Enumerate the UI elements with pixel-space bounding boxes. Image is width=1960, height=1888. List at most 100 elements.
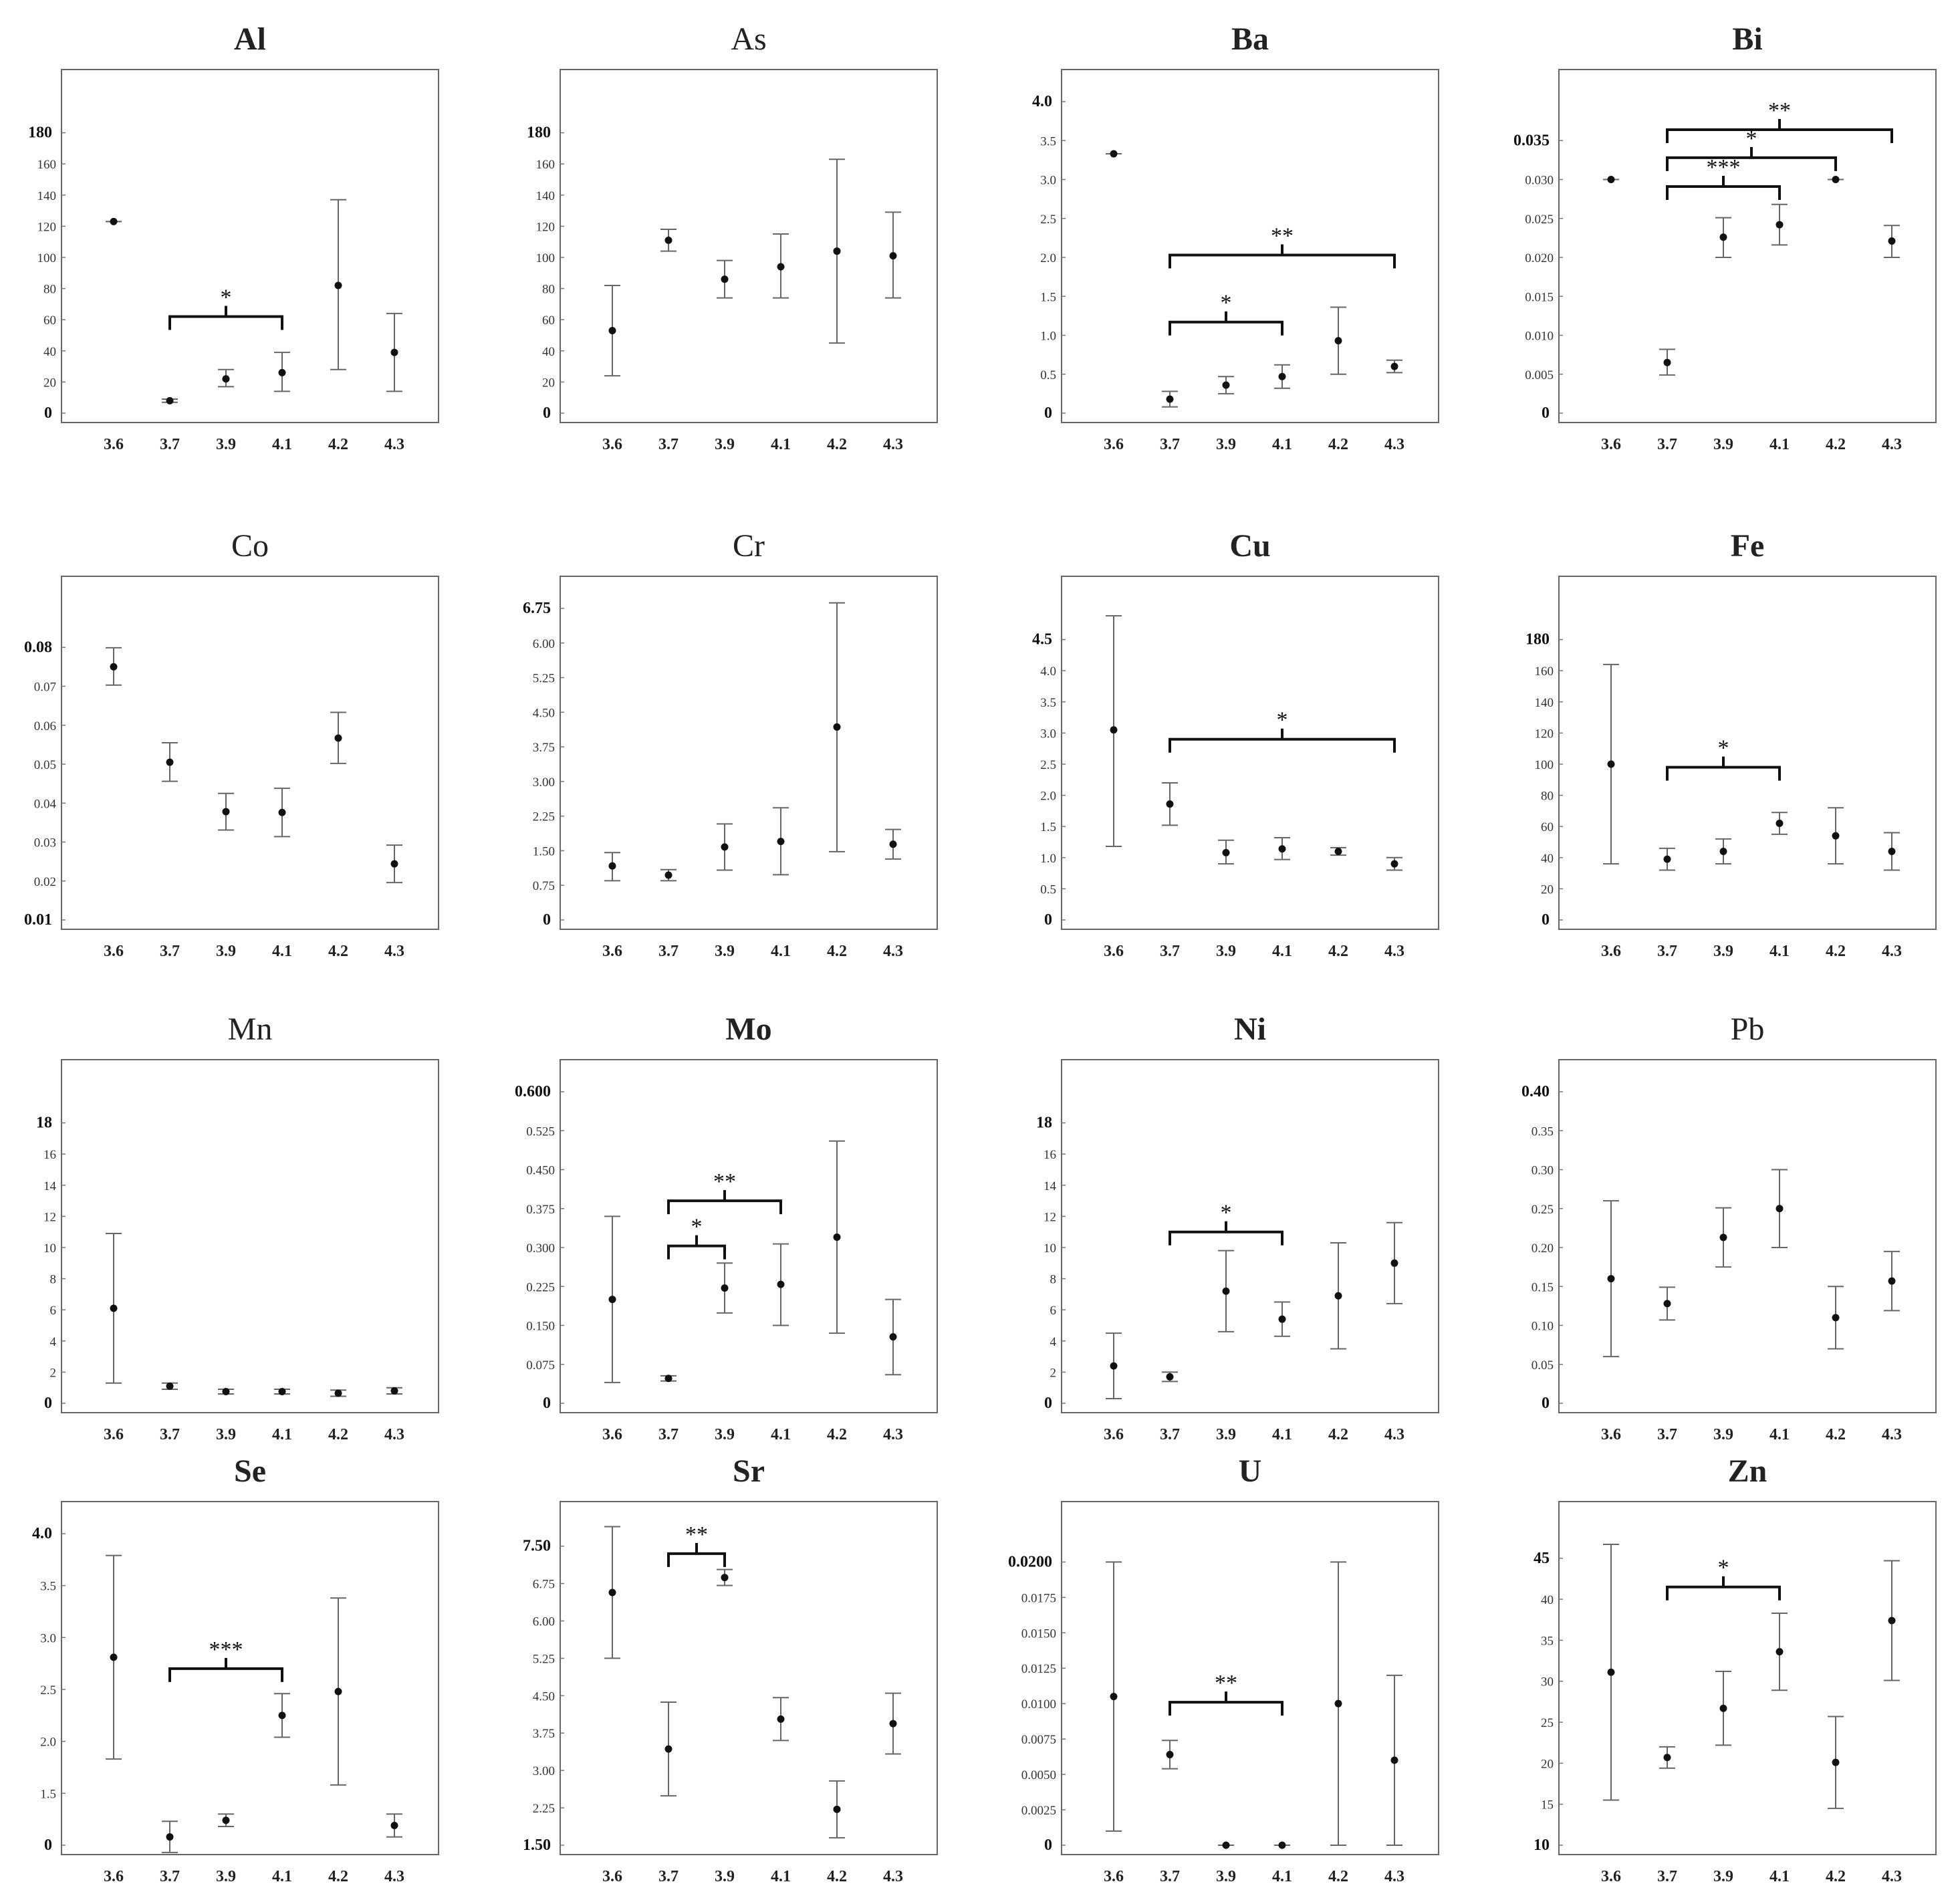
y-tick-label-pb-4: 0.20 bbox=[1532, 1242, 1554, 1256]
panel-title-as: As bbox=[731, 21, 766, 57]
mean-point-se-5 bbox=[390, 1821, 398, 1829]
y-tick-label-cu-3: 1.5 bbox=[1040, 820, 1056, 834]
significance-label-bi-1: * bbox=[1746, 126, 1757, 151]
y-tick-label-se-1: 1.5 bbox=[40, 1787, 56, 1801]
mean-point-ba-0 bbox=[1110, 150, 1118, 158]
y-tick-label-mn-1: 2 bbox=[50, 1366, 57, 1380]
x-tick-label-cu-5: 4.3 bbox=[1384, 943, 1404, 960]
x-tick-label-as-4: 4.2 bbox=[827, 436, 847, 453]
y-tick-label-mo-5: 0.375 bbox=[526, 1203, 555, 1217]
x-tick-label-mn-0: 3.6 bbox=[104, 1426, 124, 1443]
x-tick-label-zn-3: 4.1 bbox=[1769, 1868, 1790, 1885]
y-tick-label-ba-8: 4.0 bbox=[1032, 93, 1052, 110]
mean-point-cu-5 bbox=[1390, 860, 1398, 868]
x-tick-label-zn-0: 3.6 bbox=[1601, 1868, 1621, 1885]
x-tick-label-fe-3: 4.1 bbox=[1769, 943, 1790, 960]
y-tick-label-al-5: 100 bbox=[37, 251, 57, 265]
mean-point-pb-0 bbox=[1607, 1275, 1615, 1283]
x-tick-label-fe-1: 3.7 bbox=[1657, 943, 1677, 960]
mean-point-as-3 bbox=[777, 263, 785, 271]
y-tick-label-ba-4: 2.0 bbox=[1040, 251, 1056, 265]
mean-point-pb-5 bbox=[1888, 1277, 1896, 1285]
x-tick-label-mn-2: 3.9 bbox=[216, 1426, 236, 1443]
y-tick-label-bi-1: 0.005 bbox=[1525, 368, 1554, 382]
significance-label-ba-0: * bbox=[1221, 291, 1232, 316]
mean-point-bi-1 bbox=[1663, 358, 1671, 366]
panel-title-pb: Pb bbox=[1731, 1012, 1765, 1047]
x-tick-label-ni-1: 3.7 bbox=[1160, 1426, 1180, 1443]
x-tick-label-cr-4: 4.2 bbox=[827, 943, 847, 960]
mean-point-cu-2 bbox=[1222, 848, 1230, 856]
x-tick-label-mo-4: 4.2 bbox=[827, 1426, 847, 1443]
x-tick-label-zn-4: 4.2 bbox=[1826, 1868, 1846, 1885]
y-tick-label-mo-1: 0.075 bbox=[526, 1359, 555, 1373]
x-tick-label-ni-3: 4.1 bbox=[1272, 1426, 1292, 1443]
plot-frame-cr bbox=[560, 576, 938, 930]
significance-label-zn-0: * bbox=[1718, 1556, 1729, 1580]
y-tick-label-al-9: 180 bbox=[28, 124, 52, 142]
significance-bracket-mo-0: * bbox=[667, 1215, 726, 1260]
mean-point-sr-2 bbox=[721, 1574, 729, 1582]
mean-point-pb-2 bbox=[1719, 1233, 1727, 1242]
y-tick-label-zn-4: 30 bbox=[1541, 1675, 1554, 1689]
mean-point-ni-3 bbox=[1278, 1315, 1286, 1323]
y-tick-label-sr-7: 6.75 bbox=[533, 1578, 555, 1592]
mean-point-ni-4 bbox=[1334, 1292, 1342, 1300]
x-tick-label-u-4: 4.2 bbox=[1328, 1868, 1348, 1885]
panel-al: Al 0 20 40 60 80 100 120 140 160 180 3.6 3.7 3.9 4.1 4.… bbox=[28, 21, 439, 453]
y-tick-label-cu-1: 0.5 bbox=[1040, 882, 1056, 897]
plot-frame-mo bbox=[560, 1059, 938, 1413]
x-tick-label-se-0: 3.6 bbox=[104, 1868, 124, 1885]
y-tick-label-mn-0: 0 bbox=[44, 1395, 52, 1412]
y-tick-label-cr-6: 4.50 bbox=[533, 706, 555, 720]
mean-point-mn-0 bbox=[110, 1304, 118, 1312]
x-tick-label-ba-2: 3.9 bbox=[1216, 436, 1236, 453]
x-tick-label-sr-4: 4.2 bbox=[827, 1868, 847, 1885]
significance-bracket-cu-0: * bbox=[1169, 708, 1396, 753]
mean-point-mo-0 bbox=[608, 1296, 616, 1304]
panel-ba: Ba 0 0.5 1.0 1.5 2.0 2.5 3.0 3.5 4.0 3.6 3.7 3.9 4.1 4… bbox=[1032, 21, 1439, 453]
y-tick-label-ba-6: 3.0 bbox=[1040, 174, 1056, 188]
y-tick-label-ni-1: 2 bbox=[1050, 1366, 1057, 1380]
y-tick-label-bi-5: 0.025 bbox=[1525, 213, 1554, 227]
y-tick-label-al-6: 120 bbox=[37, 220, 57, 234]
panel-title-zn: Zn bbox=[1728, 1453, 1767, 1489]
mean-point-as-0 bbox=[608, 327, 616, 335]
x-tick-label-bi-0: 3.6 bbox=[1601, 436, 1621, 453]
mean-point-as-5 bbox=[889, 252, 897, 260]
mean-point-co-3 bbox=[278, 808, 286, 816]
panel-title-ba: Ba bbox=[1231, 21, 1269, 57]
x-tick-label-cu-2: 3.9 bbox=[1216, 943, 1236, 960]
y-tick-label-cr-0: 0 bbox=[543, 911, 551, 929]
panel-title-sr: Sr bbox=[733, 1453, 765, 1489]
significance-label-cu-0: * bbox=[1277, 708, 1288, 733]
y-tick-label-mo-7: 0.525 bbox=[526, 1125, 555, 1139]
y-tick-label-ni-7: 14 bbox=[1044, 1179, 1057, 1193]
x-tick-label-bi-5: 4.3 bbox=[1882, 436, 1902, 453]
x-tick-label-u-2: 3.9 bbox=[1216, 1868, 1236, 1885]
x-tick-label-as-1: 3.7 bbox=[658, 436, 679, 453]
mean-point-zn-2 bbox=[1719, 1704, 1727, 1712]
panel-title-bi: Bi bbox=[1732, 21, 1762, 57]
mean-point-cr-2 bbox=[721, 843, 729, 851]
x-tick-label-cr-1: 3.7 bbox=[658, 943, 679, 960]
significance-label-al-0: * bbox=[221, 285, 232, 310]
mean-point-ni-2 bbox=[1222, 1287, 1230, 1295]
y-tick-label-se-3: 2.5 bbox=[40, 1683, 56, 1697]
x-tick-label-as-2: 3.9 bbox=[715, 436, 735, 453]
x-tick-label-cr-3: 4.1 bbox=[771, 943, 791, 960]
y-tick-label-cu-4: 2.0 bbox=[1040, 790, 1056, 804]
mean-point-fe-2 bbox=[1719, 847, 1727, 855]
mean-point-mn-4 bbox=[334, 1389, 342, 1397]
mean-point-u-0 bbox=[1110, 1693, 1118, 1701]
x-tick-label-fe-5: 4.3 bbox=[1882, 943, 1902, 960]
y-tick-label-u-4: 0.0100 bbox=[1021, 1697, 1056, 1712]
panel-u: U 0 0.0025 0.0050 0.0075 0.0100 0.0125 0.0150 0.… bbox=[1008, 1453, 1439, 1885]
significance-label-bi-0: *** bbox=[1707, 155, 1741, 180]
panel-zn: Zn 10 15 20 25 30 35 40 45 3.6 3.7 3.9 4.1 4.2 4.3 * bbox=[1534, 1453, 1937, 1885]
y-tick-label-ni-9: 18 bbox=[1036, 1114, 1052, 1132]
x-tick-label-fe-2: 3.9 bbox=[1713, 943, 1733, 960]
mean-point-mo-3 bbox=[777, 1280, 785, 1288]
x-tick-label-sr-1: 3.7 bbox=[658, 1868, 679, 1885]
y-tick-label-cu-2: 1.0 bbox=[1040, 852, 1056, 866]
